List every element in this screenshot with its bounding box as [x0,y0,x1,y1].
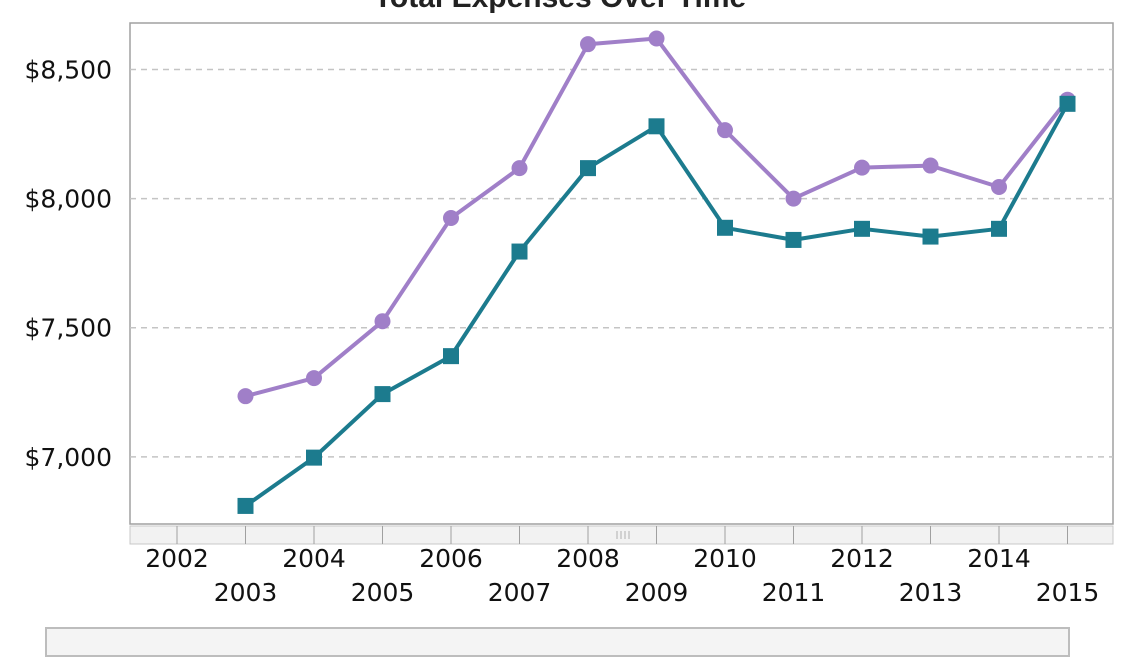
x-tick-label: 2002 [145,544,209,573]
x-tick-label: 2015 [1036,578,1100,607]
x-tick-label: 2008 [556,544,620,573]
series-1-point [374,313,391,330]
series-1-point [511,160,528,177]
series-2-point [511,243,528,260]
x-tick-label: 2014 [967,544,1031,573]
y-tick-label: $7,000 [25,443,112,472]
series-lines [237,30,1076,514]
x-tick-label: 2005 [351,578,415,607]
y-tick-label: $8,500 [25,55,112,84]
series-2-point [717,219,733,236]
series-1-point [922,157,939,174]
x-tick-label: 2007 [488,578,552,607]
series-1-point [991,178,1007,195]
gridlines [130,68,1113,458]
series-2-point [1059,95,1076,112]
plot-area [129,22,1114,525]
series-2-point [854,220,870,237]
y-tick-label: $8,000 [25,185,112,214]
series-1-point [237,388,254,405]
series-1-point [785,190,802,207]
chart-title: Total Expenses Over Time [374,0,746,14]
scrollbar-grip-icon[interactable] [616,531,630,539]
x-tick-label: 2010 [693,544,757,573]
series-2-point [374,386,391,403]
series-2-point [922,228,939,245]
x-tick-label: 2006 [419,544,483,573]
series-2 [237,95,1076,514]
series-2-point [306,449,322,466]
series-1-point [648,30,665,47]
y-axis-ticks: $7,000 $7,500 $8,000 $8,500 [25,55,112,471]
x-tick-label: 2012 [830,544,894,573]
x-tick-label: 2009 [625,578,689,607]
x-axis-ticks: 2002200320042005200620072008200920102011… [145,526,1099,607]
series-1-point [854,159,870,176]
series-2-point [648,118,665,135]
series-1 [237,30,1076,405]
x-tick-label: 2011 [762,578,826,607]
series-2-point [785,231,802,248]
series-1-point [443,209,459,226]
x-tick-label: 2003 [214,578,278,607]
series-2-point [443,348,459,365]
series-1-point [306,370,322,387]
series-2-point [991,220,1007,237]
series-2-point [580,160,596,177]
legend-panel [45,627,1070,657]
line-chart: Total Expenses Over Time $7,000 $7,500 $8,… [25,0,1114,607]
series-1-point [580,36,596,53]
y-tick-label: $7,500 [25,314,112,343]
x-tick-label: 2004 [282,544,346,573]
series-1-point [717,122,733,139]
series-2-point [237,497,254,514]
x-tick-label: 2013 [899,578,963,607]
